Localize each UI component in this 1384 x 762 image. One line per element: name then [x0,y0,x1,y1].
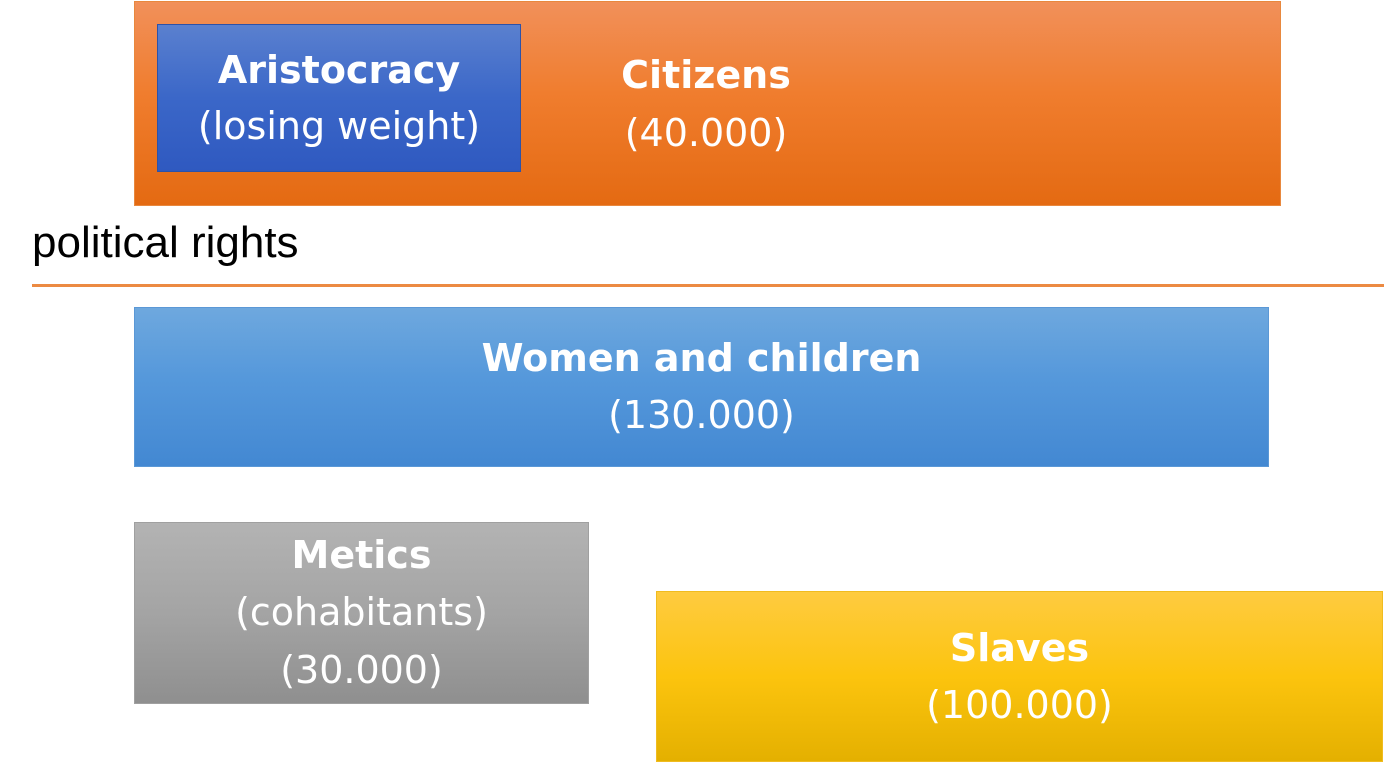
political-rights-label: political rights [32,218,299,267]
women-and-children-count: (130.000) [608,393,795,437]
aristocracy-note: (losing weight) [197,104,481,148]
aristocracy-box: Aristocracy (losing weight) [157,24,521,172]
political-rights-divider [32,284,1384,287]
citizens-title: Citizens [621,53,791,97]
slaves-title: Slaves [949,625,1090,670]
aristocracy-title: Aristocracy [217,48,461,92]
citizens-label-group: Citizens (40.000) [573,46,839,162]
women-and-children-box: Women and children (130.000) [134,307,1269,467]
citizens-count: (40.000) [624,111,788,155]
slaves-count: (100.000) [926,682,1113,727]
slaves-box: Slaves (100.000) [656,591,1383,762]
women-and-children-title: Women and children [481,336,922,380]
metics-box: Metics (cohabitants) (30.000) [134,522,589,704]
metics-title: Metics [291,533,432,577]
metics-note: (cohabitants) [235,590,488,634]
metics-count: (30.000) [280,648,443,692]
